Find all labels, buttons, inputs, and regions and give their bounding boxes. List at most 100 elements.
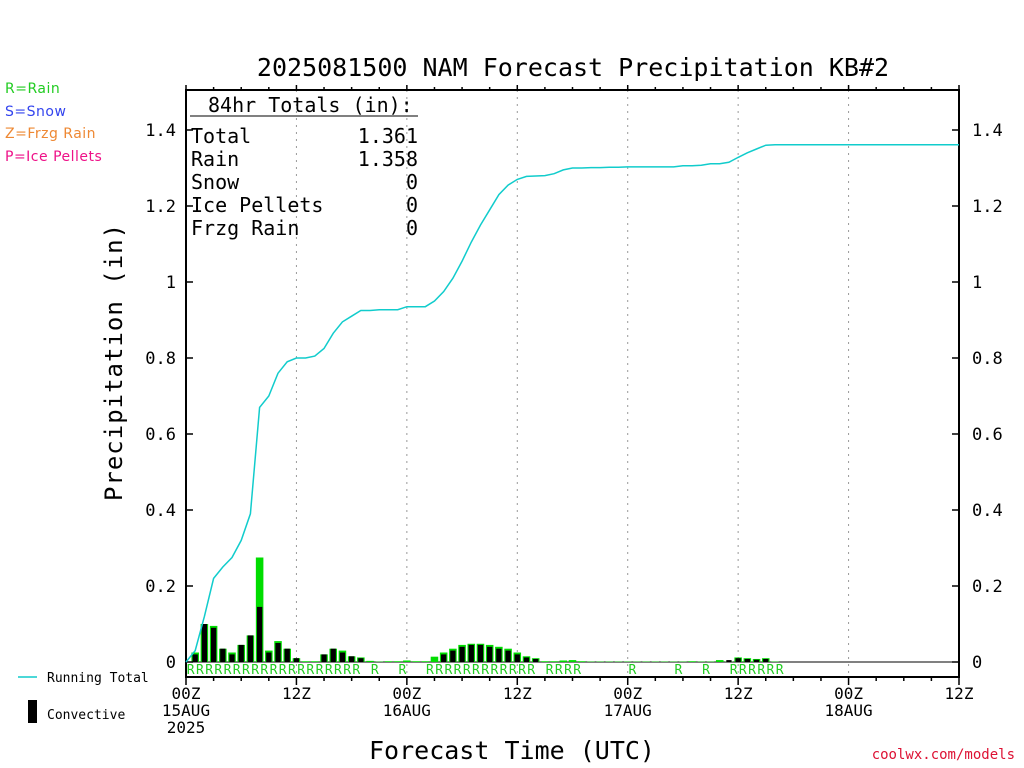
rain-type-marker: R <box>776 663 784 678</box>
rain-type-marker: R <box>187 663 195 678</box>
precip-bar <box>412 661 420 662</box>
totals-label-freezing-rain: Frzg Rain <box>191 216 299 240</box>
rain-type-marker: R <box>481 663 489 678</box>
precip-bar <box>384 661 393 662</box>
convective-bar <box>514 654 520 662</box>
rain-type-marker: R <box>306 663 314 678</box>
rain-type-marker: R <box>325 663 333 678</box>
rain-type-marker: R <box>509 663 517 678</box>
precip-bar <box>421 661 430 662</box>
rain-type-marker: R <box>224 663 232 678</box>
convective-bar <box>523 657 530 662</box>
precip-bar <box>393 661 402 662</box>
x-axis-title: Forecast Time (UTC) <box>369 736 655 765</box>
precip-bar <box>301 661 310 662</box>
y-tick-label-left: 1.4 <box>145 121 176 141</box>
precip-bar <box>403 660 411 662</box>
x-tick-label: 18AUG <box>824 701 872 720</box>
precip-bar <box>568 660 577 662</box>
convective-bar <box>533 658 539 662</box>
legend-key-ice-pellets: P=Ice Pellets <box>5 149 103 165</box>
plot-frame <box>185 89 960 678</box>
precip-bar <box>550 661 558 662</box>
convective-bar <box>505 650 511 662</box>
y-tick-label-right: 0.2 <box>972 577 1003 597</box>
convective-bar <box>192 654 198 662</box>
totals-box: 84hr Totals (in): Total 1.361 Rain 1.358… <box>190 93 418 240</box>
x-tick-label: 12Z <box>724 684 753 703</box>
totals-value-rain: 1.358 <box>358 147 418 171</box>
convective-bar <box>763 658 769 662</box>
rain-type-marker: R <box>435 663 443 678</box>
x-tick-label: 17AUG <box>604 701 652 720</box>
convective-bar <box>496 648 502 662</box>
totals-header: 84hr Totals (in): <box>208 93 413 117</box>
rain-type-marker: R <box>555 663 563 678</box>
y-tick-label-right: 1.4 <box>972 121 1003 141</box>
convective-bar <box>753 659 760 662</box>
rain-type-marker: R <box>527 663 535 678</box>
y-tick-label-left: 0 <box>166 653 176 673</box>
rain-type-marker: R <box>279 663 287 678</box>
rain-type-marker: R <box>297 663 305 678</box>
legend-key-rain: R=Rain <box>5 81 61 97</box>
x-tick-label: 00Z <box>613 684 642 703</box>
totals-label-total: Total <box>191 124 251 148</box>
chart-title: 2025081500 NAM Forecast Precipitation KB… <box>257 53 889 82</box>
precip-bar <box>541 661 549 662</box>
rain-type-marker: R <box>251 663 259 678</box>
convective-bar <box>468 644 474 662</box>
convective-bar <box>238 644 244 662</box>
y-tick-label-right: 1.2 <box>972 197 1003 217</box>
x-tick-label: 00Z <box>392 684 421 703</box>
convective-bar <box>339 652 346 662</box>
rain-type-marker: R <box>629 663 637 678</box>
x-tick-label: 2025 <box>167 718 206 737</box>
precip-bar <box>366 660 374 662</box>
rain-type-marker: R <box>334 663 342 678</box>
convective-bar <box>450 650 456 662</box>
legend-key-snow: S=Snow <box>5 104 67 120</box>
rain-type-marker: R <box>675 663 683 678</box>
x-tick-label: 12Z <box>282 684 311 703</box>
rain-type-marker: R <box>242 663 250 678</box>
x-tick-label: 00Z <box>172 684 201 703</box>
convective-bar <box>487 646 493 662</box>
rain-type-marker: R <box>767 663 775 678</box>
convective-bar <box>210 627 217 662</box>
rain-type-marker: R <box>739 663 747 678</box>
rain-type-marker: R <box>490 663 498 678</box>
rain-type-marker: R <box>205 663 213 678</box>
totals-value-snow: 0 <box>406 170 418 194</box>
gridlines <box>186 90 959 677</box>
rain-type-marker: R <box>260 663 268 678</box>
rain-type-marker: R <box>748 663 756 678</box>
convective-bar <box>256 606 263 662</box>
credit-link[interactable]: coolwx.com/models <box>871 747 1015 763</box>
totals-label-snow: Snow <box>191 170 240 194</box>
precip-bar <box>715 660 724 662</box>
rain-type-marker: R <box>371 663 379 678</box>
convective-bar <box>459 646 465 662</box>
rain-type-marker: R <box>426 663 434 678</box>
bars <box>191 557 779 662</box>
y-tick-label-left: 1 <box>166 273 176 293</box>
convective-bar <box>247 635 254 662</box>
y-tick-label-right: 0 <box>972 653 982 673</box>
convective-bar <box>293 658 300 662</box>
rain-type-marker: R <box>270 663 278 678</box>
y-tick-label-right: 0.8 <box>972 349 1003 369</box>
y-tick-label-right: 0.6 <box>972 425 1003 445</box>
rain-type-marker: R <box>518 663 526 678</box>
x-tick-label: 16AUG <box>383 701 431 720</box>
legend-key-freezing-rain: Z=Frzg Rain <box>5 126 97 142</box>
convective-bar <box>441 654 447 662</box>
convective-bar <box>229 654 235 662</box>
precip-bar <box>430 656 439 662</box>
rain-type-marker: R <box>463 663 471 678</box>
totals-label-rain: Rain <box>191 147 239 171</box>
x-tick-label: 00Z <box>834 684 863 703</box>
convective-bar <box>349 656 355 662</box>
convective-bar <box>220 648 226 662</box>
x-tick-label: 15AUG <box>162 701 210 720</box>
